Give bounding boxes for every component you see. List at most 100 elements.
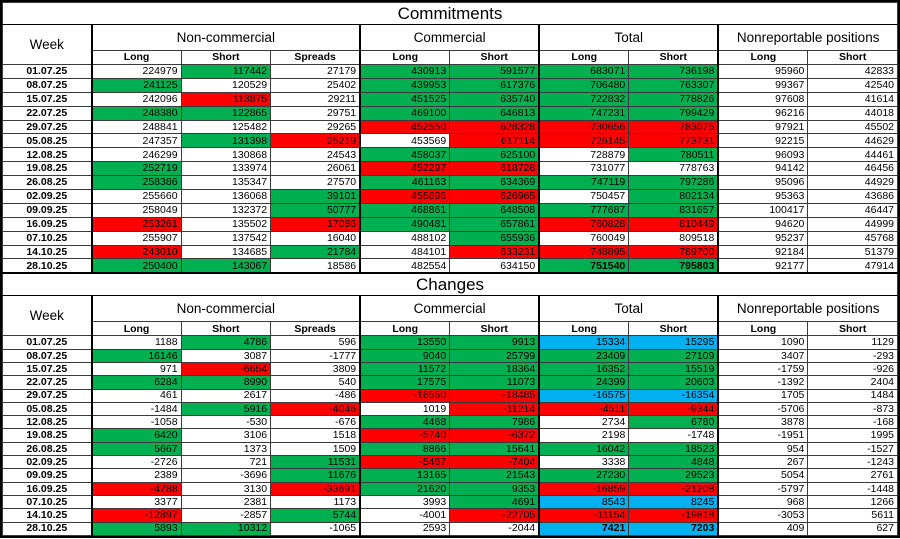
- column-header: Long: [359, 50, 451, 65]
- value-cell: 409: [717, 521, 809, 536]
- value-cell: 971: [91, 361, 182, 377]
- value-cell: 596: [270, 335, 362, 350]
- column-header: Short: [180, 50, 272, 65]
- week-cell: 26.08.25: [2, 175, 93, 191]
- value-cell: -1484: [91, 401, 182, 417]
- value-cell: 29265: [270, 119, 362, 135]
- column-header: Short: [807, 321, 898, 337]
- week-cell: 02.09.25: [2, 189, 93, 204]
- value-cell: 13165: [359, 468, 451, 483]
- value-cell: 25402: [270, 77, 362, 93]
- week-cell: 16.09.25: [2, 216, 93, 232]
- value-cell: 135502: [180, 216, 272, 232]
- value-cell: 1705: [717, 388, 809, 403]
- week-cell: 12.08.25: [2, 415, 93, 430]
- table-row: 02.09.25 -2726 721 11531 -5467 -7404 3338 4848 2…: [2, 455, 898, 470]
- value-cell: 16352: [538, 361, 630, 377]
- value-cell: 591577: [449, 64, 541, 79]
- week-cell: 15.07.25: [2, 361, 93, 377]
- value-cell: 130868: [180, 147, 272, 163]
- week-cell: 28.10.25: [2, 521, 93, 536]
- value-cell: 747119: [538, 175, 630, 191]
- value-cell: 1188: [91, 335, 182, 350]
- value-cell: 15334: [538, 335, 630, 350]
- value-cell: 954: [717, 441, 809, 457]
- value-cell: 45768: [807, 230, 898, 246]
- value-cell: 3338: [538, 455, 630, 470]
- value-cell: 8990: [180, 375, 272, 390]
- value-cell: 11073: [449, 375, 541, 390]
- value-cell: 5893: [91, 521, 182, 536]
- value-cell: 1509: [270, 441, 362, 457]
- week-cell: 01.07.25: [2, 64, 93, 79]
- value-cell: 16146: [91, 348, 182, 363]
- sub-header-row: Long Short Spreads Long Short Long Short Long Sh…: [3, 50, 898, 65]
- value-cell: 41614: [807, 91, 898, 107]
- value-cell: 27570: [270, 175, 362, 191]
- value-cell: 3130: [180, 481, 272, 496]
- table-row: 01.07.25 1188 4786 596 13550 9913 15334 15295 10…: [2, 335, 898, 350]
- value-cell: 4848: [628, 455, 720, 470]
- value-cell: 95096: [717, 175, 809, 191]
- value-cell: 135347: [180, 175, 272, 191]
- column-header: Long: [717, 321, 809, 337]
- value-cell: 809518: [628, 230, 720, 246]
- column-header: Short: [628, 50, 720, 65]
- column-header: Short: [807, 50, 898, 65]
- value-cell: 617376: [449, 77, 541, 93]
- value-cell: 97608: [717, 91, 809, 107]
- value-cell: 96216: [717, 105, 809, 121]
- value-cell: 21784: [270, 244, 362, 260]
- value-cell: 799429: [628, 105, 720, 121]
- value-cell: 763307: [628, 77, 720, 93]
- table-row: 07.10.25 3377 2381 1173 3993 4691 8543 8245 968 1…: [2, 494, 898, 510]
- value-cell: 24543: [270, 147, 362, 163]
- table-row: 28.10.25 5893 10312 -1065 2593 -2044 7421 7203 4…: [2, 521, 898, 536]
- week-column-header: Week: [2, 295, 93, 337]
- value-cell: 27109: [628, 348, 720, 363]
- table-row: 08.07.25 16146 3087 -1777 9040 25799 23409 2710…: [2, 348, 898, 363]
- value-cell: 482554: [359, 258, 451, 274]
- value-cell: 797286: [628, 175, 720, 191]
- week-cell: 19.08.25: [2, 161, 93, 177]
- value-cell: -1448: [807, 481, 898, 496]
- value-cell: 16042: [538, 441, 630, 457]
- value-cell: 252719: [91, 161, 182, 177]
- value-cell: 253261: [91, 216, 182, 232]
- value-cell: 721: [180, 455, 272, 470]
- value-cell: 1484: [807, 388, 898, 403]
- value-cell: -3053: [717, 508, 809, 523]
- value-cell: -1527: [807, 441, 898, 457]
- value-cell: -873: [807, 401, 898, 417]
- value-cell: 258386: [91, 175, 182, 191]
- value-cell: -4046: [270, 401, 362, 417]
- value-cell: 4691: [449, 494, 541, 510]
- title-row: Changes: [2, 272, 898, 297]
- value-cell: -5797: [717, 481, 809, 496]
- table-row: 09.09.25 2389 -3696 11676 13165 21543 27230 295…: [2, 468, 898, 483]
- value-cell: 778826: [628, 91, 720, 107]
- value-cell: 27179: [270, 64, 362, 79]
- value-cell: 634150: [449, 258, 541, 274]
- value-cell: -3696: [180, 468, 272, 483]
- value-cell: 780511: [628, 147, 720, 163]
- column-header: Long: [538, 50, 630, 65]
- value-cell: 143067: [180, 258, 272, 274]
- value-cell: 6284: [91, 375, 182, 390]
- value-cell: 1266: [807, 494, 898, 510]
- week-cell: 22.07.25: [2, 105, 93, 121]
- value-cell: 18523: [628, 441, 720, 457]
- column-header: Long: [91, 321, 182, 337]
- value-cell: -4788: [91, 481, 182, 496]
- value-cell: 3809: [270, 361, 362, 377]
- value-cell: 44018: [807, 105, 898, 121]
- value-cell: 42833: [807, 64, 898, 79]
- value-cell: 2593: [359, 521, 451, 536]
- value-cell: 5916: [180, 401, 272, 417]
- week-cell: 08.07.25: [2, 348, 93, 363]
- value-cell: -5740: [359, 428, 451, 443]
- value-cell: 760828: [538, 216, 630, 232]
- value-cell: -16575: [538, 388, 630, 403]
- value-cell: 134685: [180, 244, 272, 260]
- value-cell: 50777: [270, 202, 362, 218]
